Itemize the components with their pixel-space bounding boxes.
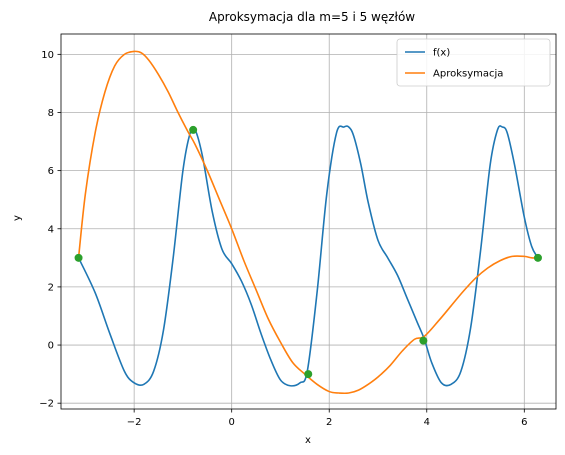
y-tick-label: 8 — [48, 108, 54, 119]
series-line-approximation — [79, 51, 538, 393]
x-tick-label: 4 — [424, 417, 430, 428]
x-tick-label: 6 — [521, 417, 527, 428]
legend: f(x) Aproksymacja — [397, 39, 550, 86]
y-ticks: −2 0 2 4 6 8 10 — [39, 50, 61, 410]
chart-title: Aproksymacja dla m=5 i 5 węzłów — [209, 10, 415, 24]
y-tick-label: 4 — [48, 224, 54, 235]
x-tick-label: 0 — [229, 417, 235, 428]
y-tick-label: 6 — [48, 166, 54, 177]
node-point — [419, 337, 427, 345]
y-tick-label: 10 — [41, 50, 54, 61]
legend-label: f(x) — [433, 48, 450, 59]
series-line-f — [79, 126, 538, 386]
axes-frame — [61, 34, 556, 409]
y-tick-label: 2 — [48, 282, 54, 293]
grid — [61, 34, 556, 409]
node-point — [189, 126, 197, 134]
y-tick-label: 0 — [48, 341, 54, 352]
node-point — [75, 254, 83, 262]
legend-label: Aproksymacja — [433, 69, 503, 80]
plot-lines — [79, 51, 538, 393]
node-points — [75, 126, 542, 378]
y-axis-label: y — [12, 215, 23, 221]
node-point — [304, 370, 312, 378]
y-tick-label: −2 — [39, 399, 54, 410]
x-tick-label: 2 — [326, 417, 332, 428]
x-ticks: −2 0 2 4 6 — [127, 409, 528, 428]
node-point — [534, 254, 542, 262]
x-axis-label: x — [305, 435, 311, 446]
x-tick-label: −2 — [127, 417, 142, 428]
